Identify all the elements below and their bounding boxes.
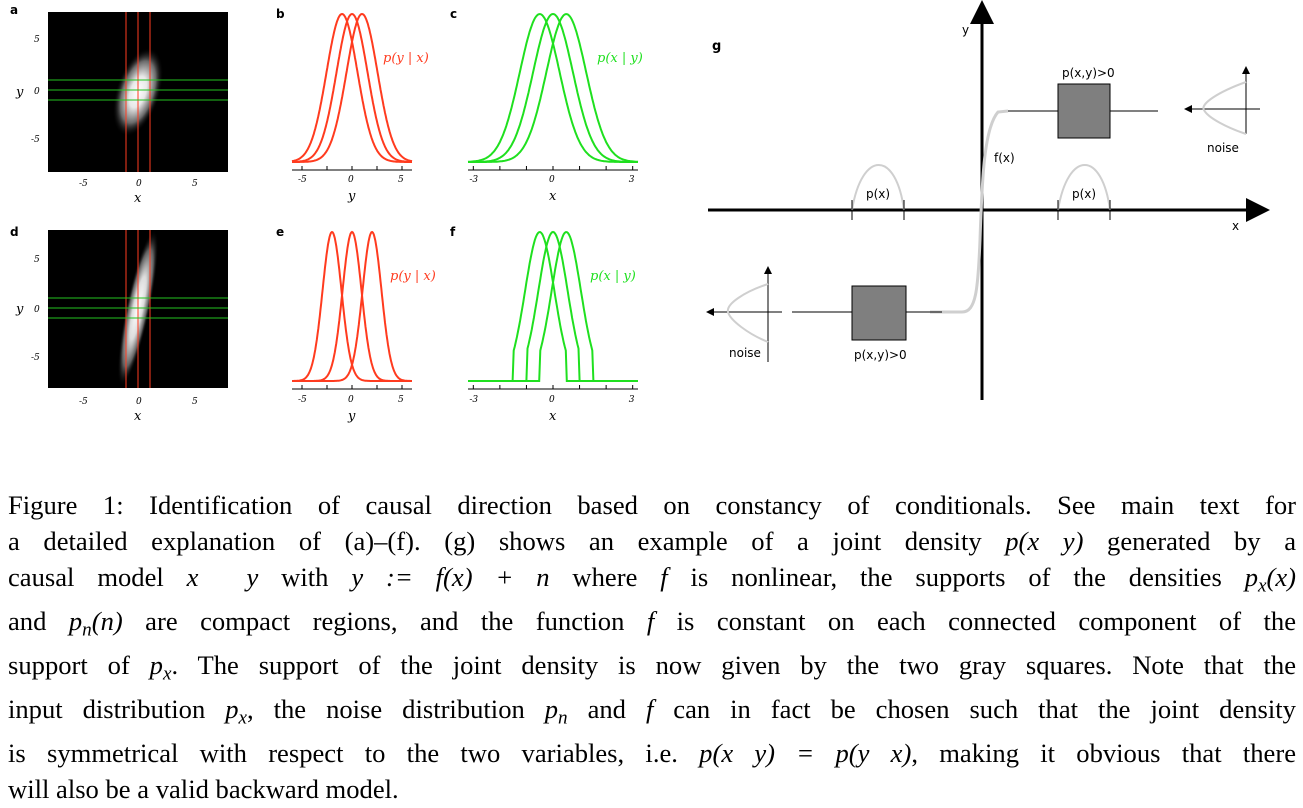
x-axis-label: x [134,409,142,424]
panel-label-g: g [712,39,721,54]
chart-e: -5 0 5 y p(y | x) [292,230,436,424]
support-square-top [1057,83,1111,139]
panel-label-a: a [10,3,18,17]
function-curve [930,109,1009,314]
y-tick: 0 [34,305,40,315]
series-legend: p(x | y) [590,269,636,284]
x-tick-label: 0 [348,395,354,405]
series-legend: p(x | y) [597,51,643,66]
x-tick-label: 3 [629,395,635,405]
panel-a: a 5 0 -5 y -5 0 5 x [10,3,228,206]
caption-line: will also be a valid backward model. [8,774,399,805]
pxy-label-bottom: p(x,y)>0 [854,348,907,362]
panel-label-e: e [276,225,284,239]
panel-label-c: c [450,7,457,21]
y-tick: 5 [34,255,40,265]
x-tick-label: -5 [298,395,307,405]
x-tick-label: -5 [298,175,307,185]
x-tick-label: 3 [629,175,635,185]
y-tick: -5 [31,353,40,363]
px-label-left: p(x) [866,187,890,201]
x-tick: 0 [136,179,142,189]
density-curve-1 [292,12,412,163]
panel-label-b: b [276,7,285,21]
x-tick-label: 0 [549,395,555,405]
noise-label-right: noise [1207,141,1239,155]
density-curve-2 [292,231,412,382]
x-tick: 0 [136,397,142,407]
density-curve-0 [291,12,412,163]
x-tick: -5 [79,179,88,189]
density-curve-1 [468,230,638,382]
y-tick: 0 [34,87,40,97]
x-axis-label: x [549,409,557,424]
pxy-label-top: p(x,y)>0 [1062,66,1115,80]
caption-line: a detailed explanation of (a)–(f). (g) s… [8,525,1296,556]
noise-label-left: noise [729,346,761,360]
panel-d: d 5 0 -5 y -5 0 5 x [10,225,228,424]
x-axis-label: y [347,409,356,424]
figure-1: a 5 0 -5 y -5 0 5 x d 5 [10,0,1270,424]
x-tick: 5 [192,397,198,407]
conditional-lines-d [48,230,228,388]
x-tick: -5 [79,397,88,407]
panel-e: e -5 0 5 y p(y | x) [276,225,436,424]
x-axis-label: x [134,191,142,206]
x-tick-label: 5 [398,395,404,405]
x-tick-label: 0 [549,175,555,185]
y-axis-label: y [15,302,24,317]
fx-label: f(x) [994,151,1015,165]
x-tick-label: -3 [469,395,478,405]
density-curve-1 [468,12,638,163]
caption-line: and pn(n) are compact regions, and the f… [8,605,1297,641]
support-square-bottom [851,285,907,341]
density-curve-2 [468,13,639,163]
caption-line: Figure 1: Identification of causal direc… [8,490,1296,520]
density-curve-1 [292,230,412,382]
caption-line: input distribution px, the noise distrib… [8,694,1296,729]
density-curve-0 [292,231,412,382]
conditional-lines-a [48,12,228,172]
panel-g: g x y f(x) p(x) p(x) p(x,y)>0 p(x,y)>0 n… [706,0,1270,400]
noise-inset-left: noise [706,266,782,362]
x-tick-label: 0 [348,175,354,185]
chart-f: -3 0 3 x p(x | y) [468,230,638,424]
y-axis-label: y [15,85,24,100]
y-tick: 5 [34,35,40,45]
figure-caption: Figure 1: Identification of causal direc… [8,488,1296,808]
panel-c: c -3 0 3 x p(x | y) [450,7,643,204]
x-tick-label: 5 [398,175,404,185]
x-axis-label: y [347,189,356,204]
px-density-left [851,164,905,211]
caption-line: support of px. The support of the joint … [8,649,1296,685]
chart-b: -5 0 5 y p(y | x) [291,12,429,204]
panel-label-f: f [450,225,456,239]
px-label-right: p(x) [1072,187,1096,201]
caption-line: is symmetrical with respect to the two v… [8,738,1297,769]
density-curve-0 [468,231,638,382]
px-density-right [1057,164,1111,211]
panel-label-d: d [10,225,19,239]
noise-inset-right: noise [1184,66,1260,155]
panel-f: f -3 0 3 x p(x | y) [450,225,638,424]
x-axis-label: x [549,189,557,204]
x-tick-label: -3 [469,175,478,185]
x-axis-label: x [1232,219,1239,233]
chart-c: -3 0 3 x p(x | y) [467,12,643,204]
density-curve-0 [467,13,638,163]
series-legend: p(y | x) [383,51,429,66]
y-axis-label: y [962,23,969,37]
y-tick: -5 [31,135,40,145]
x-tick: 5 [192,179,198,189]
series-legend: p(y | x) [390,269,436,284]
density-curve-2 [292,12,413,163]
density-curve-2 [468,231,638,382]
panel-b: b -5 0 5 y p(y | x) [276,7,429,204]
